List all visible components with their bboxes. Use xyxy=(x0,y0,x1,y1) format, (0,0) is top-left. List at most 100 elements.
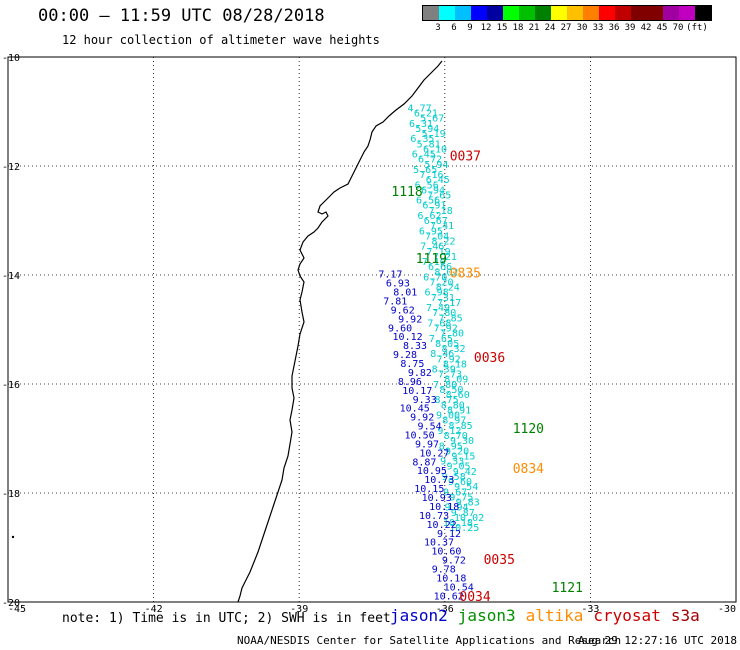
wave-height-value: 9.75 xyxy=(449,492,473,503)
legend-tick: 24 xyxy=(544,23,556,33)
wave-height-value: 9.00 xyxy=(436,411,460,422)
wave-height-value: 7.73 xyxy=(438,370,462,381)
pass-time-label: 1120 xyxy=(513,422,544,437)
pass-time-label: 1121 xyxy=(552,581,583,596)
lon-tick-label: -30 xyxy=(718,604,736,615)
wave-height-value: 6.72 xyxy=(418,155,442,166)
pass-time-label: 1118 xyxy=(391,185,422,200)
wave-height-value: 9.83 xyxy=(456,498,480,509)
axis-labels: -45 -42 -39 -36 -33 -30 -10 -12 -14 -16 -18 -20 xyxy=(2,53,736,615)
wave-height-value: 5.81 xyxy=(417,139,441,150)
satellite-name: cryosat xyxy=(593,606,661,625)
lat-tick-label: -12 xyxy=(2,162,20,173)
wave-height-value: 7.16 xyxy=(419,170,443,181)
wave-height-value: 10.95 xyxy=(417,466,447,477)
pass-time-label: 0035 xyxy=(484,553,515,568)
wave-height-value: 10.45 xyxy=(400,404,430,415)
legend-swatch xyxy=(679,6,695,20)
wave-height-value: 9.62 xyxy=(391,306,415,317)
footer-note: note: 1) Time is in UTC; 2) SWH is in fe… xyxy=(62,611,391,626)
wave-height-value: 8.75 xyxy=(435,395,459,406)
legend-tick: 33 xyxy=(592,23,604,33)
legend-swatches xyxy=(422,5,712,21)
wave-height-value: 8.24 xyxy=(436,283,460,294)
wave-height-value: 9.97 xyxy=(415,439,439,450)
wave-height-value: 7.46 xyxy=(420,242,444,253)
satellite-name: jason2 xyxy=(390,606,448,625)
satellite-name: altika xyxy=(525,606,584,625)
wave-height-value: 9.12 xyxy=(437,426,461,437)
legend-tick: 12 xyxy=(480,23,492,33)
wave-height-value: 10.93 xyxy=(422,493,452,504)
wave-height-value: 7.80 xyxy=(440,329,464,340)
wave-height-value: 7.04 xyxy=(425,231,449,242)
wave-height-value: 6.62 xyxy=(417,211,441,222)
wave-height-value: 5.94 xyxy=(415,124,439,135)
wave-height-value: 7.31 xyxy=(431,293,455,304)
island-marker xyxy=(11,535,15,539)
wave-height-value: 7.17 xyxy=(437,298,461,309)
wave-height-value: 10.73 xyxy=(424,475,454,486)
wave-height-value: 6.31 xyxy=(409,119,433,130)
wave-height-value: 9.28 xyxy=(393,350,417,361)
pass-time-label: 0034 xyxy=(459,590,490,605)
wave-height-value: 9.60 xyxy=(388,323,412,334)
wave-height-value: 9.92 xyxy=(398,314,422,325)
wave-height-value: 6.56 xyxy=(415,180,439,191)
wave-height-value: 10.18 xyxy=(443,518,473,529)
wave-height-value: 8.02 xyxy=(434,267,458,278)
wave-height-value: 10.25 xyxy=(449,523,479,534)
wave-height-value: 10.27 xyxy=(419,448,449,459)
legend-tick: 27 xyxy=(560,23,572,33)
wave-height-value: 10.37 xyxy=(424,538,454,549)
wave-height-value: 9.58 xyxy=(442,472,466,483)
wave-height-value: 6.67 xyxy=(424,216,448,227)
wave-height-value: 9.20 xyxy=(445,446,469,457)
wave-height-value: 8.95 xyxy=(439,441,463,452)
wave-height-value: 7.10 xyxy=(422,257,446,268)
wave-height-value: 6.56 xyxy=(416,196,440,207)
wave-height-value: 6.35 xyxy=(410,134,434,145)
wave-height-value: 6.95 xyxy=(419,226,443,237)
satellite-name: s3a xyxy=(670,606,700,625)
wave-height-value: 7.65 xyxy=(427,191,451,202)
legend-swatch xyxy=(631,6,647,20)
wave-height-value: 9.42 xyxy=(453,467,477,478)
satellite-name: jason3 xyxy=(457,606,516,625)
legend-tick: 3 xyxy=(435,23,441,33)
lat-tick-label: -16 xyxy=(2,380,20,391)
legend-swatch xyxy=(439,6,455,20)
wave-height-value: 9.67 xyxy=(443,487,467,498)
legend-swatch xyxy=(695,6,711,20)
lon-tick-label: -33 xyxy=(581,604,599,615)
wave-height-value: 7.41 xyxy=(430,221,454,232)
wave-height-value: 10.17 xyxy=(402,386,432,397)
wave-height-value: 6.93 xyxy=(386,279,410,290)
legend-tick: 42 xyxy=(640,23,652,33)
pass-time-label: 0835 xyxy=(450,267,481,282)
wave-height-value: 4.77 xyxy=(408,104,432,115)
pass-time-label: 0834 xyxy=(513,462,544,477)
wave-height-value: 9.12 xyxy=(437,529,461,540)
wave-height-value: 7.92 xyxy=(434,324,458,335)
pass-time-label: 0036 xyxy=(474,351,505,366)
wave-height-value: 6.10 xyxy=(423,144,447,155)
legend-swatch xyxy=(535,6,551,20)
wave-height-value: 7.18 xyxy=(429,206,453,217)
wave-height-value: 5.19 xyxy=(422,129,446,140)
wave-height-value: 6.45 xyxy=(412,150,436,161)
wave-height-value: 9.92 xyxy=(410,413,434,424)
legend-tick: 39 xyxy=(624,23,636,33)
wave-height-value: 8.18 xyxy=(443,359,467,370)
credit-text: NOAA/NESDIS Center for Satellite Applica… xyxy=(237,634,622,647)
legend-tick: 45 xyxy=(656,23,668,33)
legend-tick: (ft) xyxy=(686,23,708,33)
wave-height-value: 8.75 xyxy=(400,359,424,370)
legend-swatch xyxy=(615,6,631,20)
legend-swatch xyxy=(503,6,519,20)
wave-height-value: 8.60 xyxy=(446,390,470,401)
wave-height-value: 9.30 xyxy=(450,436,474,447)
pass-time-label: 0037 xyxy=(450,150,481,165)
